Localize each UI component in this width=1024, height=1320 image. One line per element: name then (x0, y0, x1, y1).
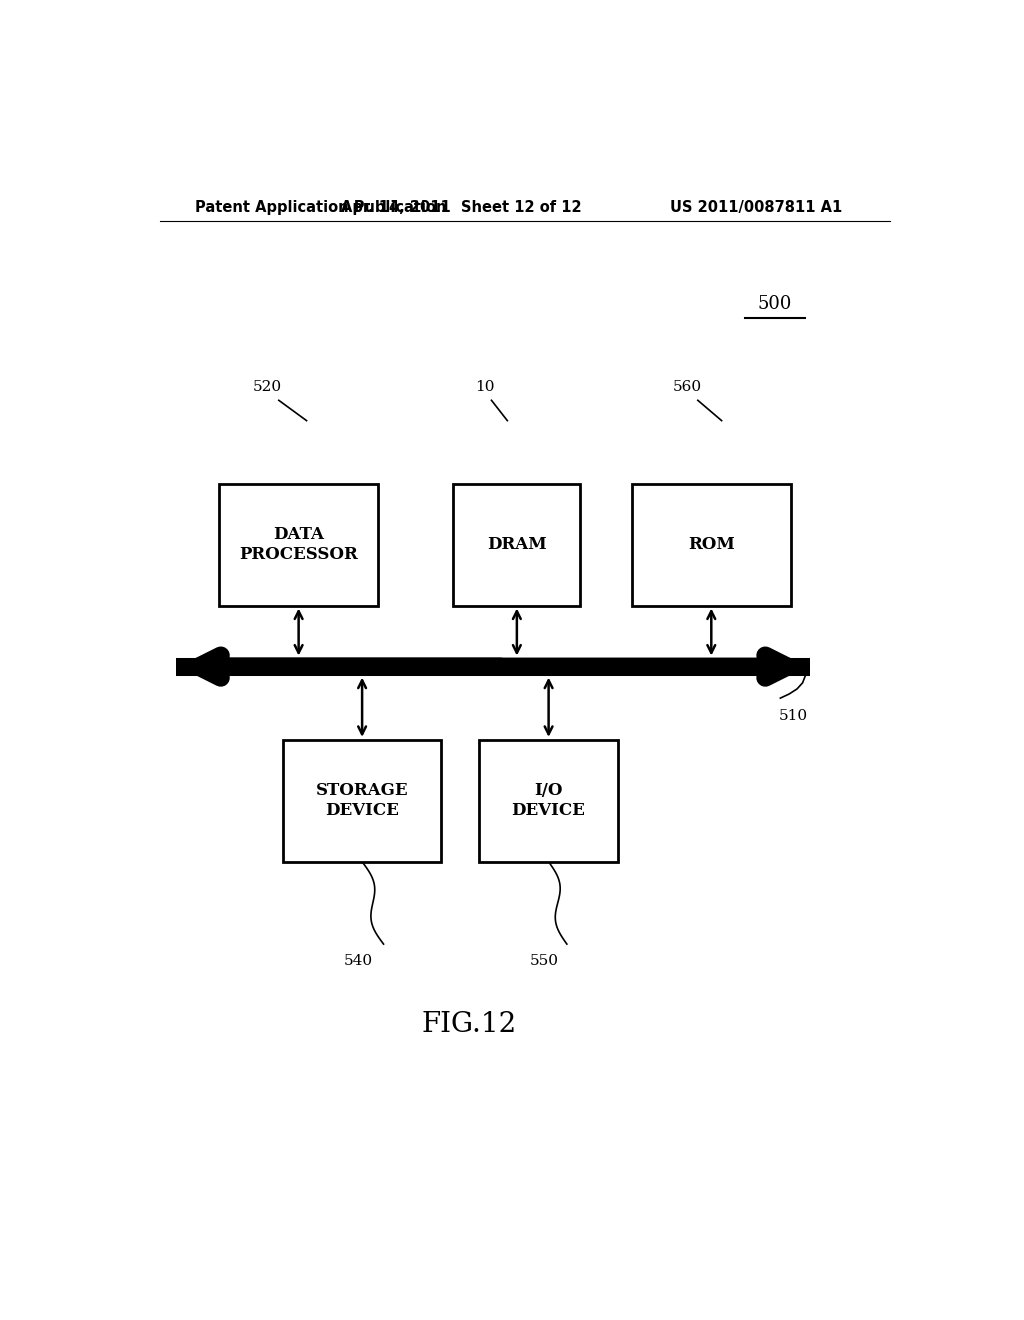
Text: STORAGE
DEVICE: STORAGE DEVICE (315, 783, 409, 820)
Text: Apr. 14, 2011  Sheet 12 of 12: Apr. 14, 2011 Sheet 12 of 12 (341, 199, 582, 215)
Bar (479, 739, 618, 862)
Text: 550: 550 (530, 954, 559, 969)
Bar (219, 483, 378, 606)
Text: ROM: ROM (688, 536, 734, 553)
Text: FIG.12: FIG.12 (422, 1011, 517, 1038)
Text: 560: 560 (673, 380, 702, 395)
Bar (283, 739, 441, 862)
Text: 500: 500 (758, 294, 792, 313)
Text: US 2011/0087811 A1: US 2011/0087811 A1 (670, 199, 842, 215)
Text: DRAM: DRAM (487, 536, 547, 553)
Text: DATA
PROCESSOR: DATA PROCESSOR (240, 527, 358, 562)
Text: 540: 540 (344, 954, 373, 969)
Text: I/O
DEVICE: I/O DEVICE (512, 783, 586, 820)
Text: 520: 520 (252, 380, 282, 395)
Text: Patent Application Publication: Patent Application Publication (196, 199, 446, 215)
Bar (632, 483, 791, 606)
Text: 10: 10 (475, 380, 495, 395)
Text: 510: 510 (778, 709, 808, 723)
Bar (454, 483, 581, 606)
